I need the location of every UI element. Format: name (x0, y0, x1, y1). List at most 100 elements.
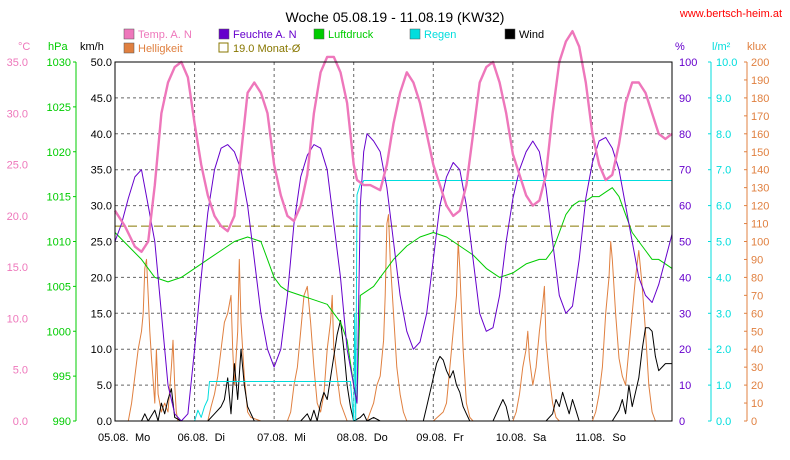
x-tick-day: Mi (294, 432, 306, 444)
x-tick-day: Mo (135, 432, 150, 444)
y-tick-rain: 1.0 (716, 380, 731, 392)
y-tick-rain: 2.0 (716, 344, 731, 356)
y-tick-wind: 35.0 (91, 165, 112, 177)
series-rain-line (115, 180, 672, 422)
y-tick-rain: 0.0 (716, 416, 731, 428)
y-tick-temp: 30.0 (7, 108, 28, 120)
legend-label-monthly_avg: 19.0 Monat-Ø (233, 43, 301, 55)
unit-temp: °C (18, 41, 30, 53)
unit-wind: km/h (80, 41, 104, 53)
y-tick-humidity: 80 (679, 129, 691, 141)
legend-label-humidity: Feuchte A. N (233, 29, 297, 41)
y-tick-brightness: 0 (751, 416, 757, 428)
y-tick-brightness: 20 (751, 380, 763, 392)
unit-rain: l/m² (712, 41, 731, 53)
y-tick-pressure: 1005 (47, 281, 71, 293)
y-tick-brightness: 70 (751, 290, 763, 302)
y-tick-humidity: 50 (679, 237, 691, 249)
y-tick-temp: 5.0 (13, 365, 28, 377)
y-tick-temp: 0.0 (13, 416, 28, 428)
y-tick-wind: 10.0 (91, 344, 112, 356)
unit-brightness: klux (747, 41, 767, 53)
plot-frame (114, 61, 673, 422)
x-tick-date: 08.08. (337, 432, 368, 444)
series-pressure-line (114, 187, 673, 404)
plot-border (114, 61, 673, 422)
unit-humidity: % (675, 41, 685, 53)
y-tick-rain: 5.0 (716, 237, 731, 249)
y-tick-humidity: 40 (679, 272, 691, 284)
y-tick-brightness: 60 (751, 308, 763, 320)
legend-label-pressure: Luftdruck (328, 29, 374, 41)
legend-swatch-humidity (218, 28, 230, 40)
y-tick-brightness: 30 (751, 362, 763, 374)
y-tick-brightness: 130 (751, 183, 769, 195)
x-tick-date: 06.08. (178, 432, 209, 444)
y-tick-brightness: 200 (751, 57, 769, 69)
y-tick-pressure: 1025 (47, 102, 71, 114)
x-tick-day: Do (374, 432, 388, 444)
y-tick-temp: 10.0 (7, 313, 28, 325)
y-tick-wind: 0.0 (97, 416, 112, 428)
y-tick-brightness: 140 (751, 165, 769, 177)
x-tick-date: 07.08. (257, 432, 288, 444)
y-tick-brightness: 10 (751, 398, 763, 410)
y-tick-temp: 20.0 (7, 211, 28, 223)
y-tick-rain: 8.0 (716, 129, 731, 141)
legend-label-rain: Regen (424, 29, 456, 41)
y-tick-wind: 5.0 (97, 380, 112, 392)
x-tick-day: Di (215, 432, 225, 444)
legend-swatch-wind (504, 28, 516, 40)
y-tick-brightness: 40 (751, 344, 763, 356)
y-tick-humidity: 20 (679, 344, 691, 356)
y-tick-humidity: 90 (679, 93, 691, 105)
y-tick-brightness: 160 (751, 129, 769, 141)
y-tick-brightness: 50 (751, 326, 763, 338)
x-tick-date: 05.08. (98, 432, 129, 444)
y-tick-brightness: 180 (751, 93, 769, 105)
y-tick-brightness: 150 (751, 147, 769, 159)
y-tick-brightness: 100 (751, 237, 769, 249)
unit-pressure: hPa (48, 41, 68, 53)
x-tick-date: 09.08. (416, 432, 447, 444)
y-tick-brightness: 90 (751, 254, 763, 266)
legend: Temp. A. N Feuchte A. N Luftdruck Regen Wind… (123, 28, 544, 55)
legend-swatch-rain (409, 28, 421, 40)
y-tick-wind: 40.0 (91, 129, 112, 141)
legend-label-temp: Temp. A. N (138, 29, 192, 41)
y-tick-rain: 7.0 (716, 165, 731, 177)
y-tick-humidity: 70 (679, 165, 691, 177)
y-tick-rain: 6.0 (716, 201, 731, 213)
x-tick-day: So (612, 432, 625, 444)
y-tick-humidity: 30 (679, 308, 691, 320)
x-tick-day: Sa (533, 432, 547, 444)
y-tick-temp: 35.0 (7, 57, 28, 69)
legend-swatch-brightness (123, 42, 135, 54)
y-tick-wind: 45.0 (91, 93, 112, 105)
y-tick-temp: 25.0 (7, 160, 28, 172)
y-tick-rain: 9.0 (716, 93, 731, 105)
y-tick-wind: 25.0 (91, 237, 112, 249)
series-temp-line (113, 30, 673, 254)
y-tick-pressure: 995 (53, 371, 71, 383)
y-tick-pressure: 1020 (47, 147, 71, 159)
y-tick-wind: 15.0 (91, 308, 112, 320)
legend-label-brightness: Helligkeit (138, 43, 183, 55)
series-wind-line (115, 320, 672, 422)
watermark-text: www.bertsch-heim.at (679, 8, 782, 20)
y-tick-pressure: 1000 (47, 326, 71, 338)
x-tick-day: Fr (453, 432, 464, 444)
x-tick-date: 11.08. (575, 432, 605, 444)
series-layer (113, 30, 673, 422)
y-tick-humidity: 100 (679, 57, 697, 69)
y-tick-humidity: 0 (679, 416, 685, 428)
y-tick-pressure: 990 (53, 416, 71, 428)
y-tick-wind: 50.0 (91, 57, 112, 69)
y-tick-pressure: 1010 (47, 237, 71, 249)
legend-label-wind: Wind (519, 29, 544, 41)
chart-title: Woche 05.08.19 - 11.08.19 (KW32) (286, 9, 505, 25)
x-tick-date: 10.08. (496, 432, 527, 444)
y-tick-brightness: 190 (751, 75, 769, 87)
y-tick-temp: 15.0 (7, 262, 28, 274)
